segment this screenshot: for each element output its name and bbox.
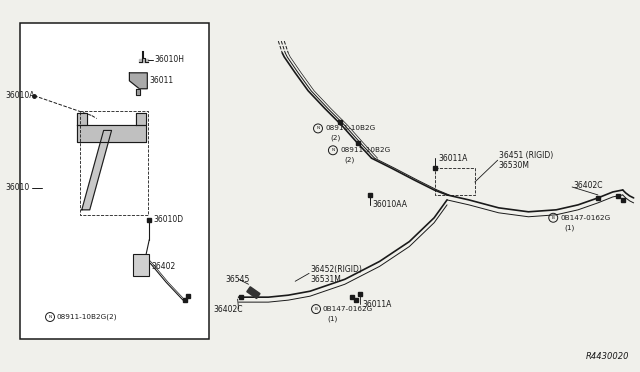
Text: 36010A: 36010A (5, 91, 35, 100)
Text: 36010D: 36010D (153, 215, 184, 224)
Bar (20, 23, 209, 339)
Text: 36011A: 36011A (438, 154, 467, 163)
Text: 08911-10B2G(2): 08911-10B2G(2) (57, 314, 118, 320)
Text: B: B (552, 216, 555, 220)
Text: 36402: 36402 (151, 262, 175, 271)
Text: 36011A: 36011A (363, 299, 392, 309)
Text: 36010: 36010 (5, 183, 29, 192)
Text: 08911-10B2G: 08911-10B2G (326, 125, 376, 131)
Polygon shape (247, 287, 260, 298)
Text: 0B147-0162G: 0B147-0162G (323, 306, 373, 312)
Text: (1): (1) (564, 224, 575, 231)
Text: 36530M: 36530M (499, 161, 530, 170)
Text: N: N (316, 126, 319, 131)
Text: 36010AA: 36010AA (372, 201, 408, 209)
Text: 36545: 36545 (226, 275, 250, 284)
Bar (133, 254, 149, 276)
Text: 36010H: 36010H (154, 55, 184, 64)
Text: 36451 (RIGID): 36451 (RIGID) (499, 151, 553, 160)
Text: R4430020: R4430020 (586, 352, 630, 361)
Polygon shape (77, 125, 147, 142)
Polygon shape (77, 113, 87, 125)
Text: 08911-10B2G: 08911-10B2G (341, 147, 391, 153)
Polygon shape (136, 113, 147, 125)
Polygon shape (136, 89, 140, 95)
Text: B: B (314, 307, 317, 311)
Text: (1): (1) (327, 316, 337, 322)
Text: 36531M: 36531M (310, 275, 341, 284)
Polygon shape (129, 73, 147, 89)
Text: (2): (2) (345, 157, 355, 163)
Text: 0B147-0162G: 0B147-0162G (560, 215, 611, 221)
Text: 36402C: 36402C (214, 305, 243, 314)
Text: 36452(RIGID): 36452(RIGID) (310, 265, 362, 274)
Text: 36011: 36011 (149, 76, 173, 85)
Polygon shape (82, 131, 111, 210)
Text: N: N (49, 315, 52, 319)
Text: N: N (332, 148, 335, 152)
Polygon shape (140, 59, 148, 62)
Text: 36402C: 36402C (573, 180, 603, 189)
Text: (2): (2) (330, 134, 340, 141)
